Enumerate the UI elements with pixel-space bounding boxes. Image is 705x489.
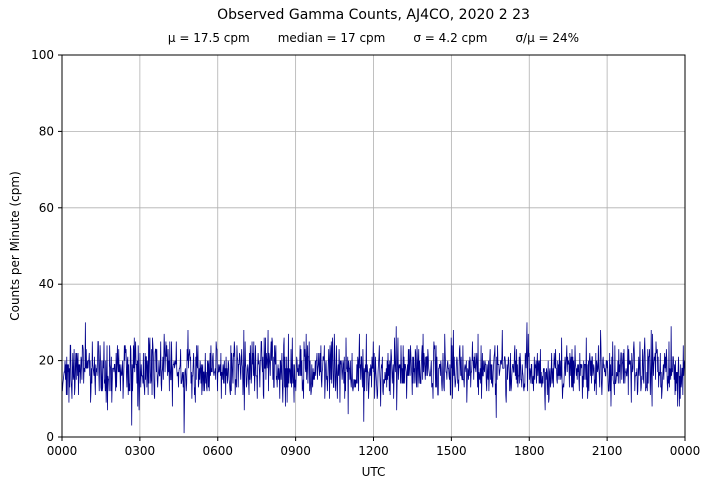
y-tick-label: 80 xyxy=(39,124,54,138)
y-tick-label: 60 xyxy=(39,201,54,215)
x-tick-label: 2100 xyxy=(592,444,623,458)
x-tick-label: 1200 xyxy=(358,444,389,458)
y-tick-label: 0 xyxy=(46,430,54,444)
y-axis-label: Counts per Minute (cpm) xyxy=(8,171,22,321)
x-tick-label: 0000 xyxy=(670,444,701,458)
x-tick-label: 0300 xyxy=(125,444,156,458)
stat-mean: μ = 17.5 cpm xyxy=(167,31,250,45)
chart-title: Observed Gamma Counts, AJ4CO, 2020 2 23 xyxy=(217,7,530,23)
chart-stats-line: μ = 17.5 cpm median = 17 cpm σ = 4.2 cpm… xyxy=(62,30,685,46)
stat-sigma: σ = 4.2 cpm xyxy=(413,31,488,45)
x-axis-label: UTC xyxy=(361,465,386,479)
stat-sigma-over-mean: σ/μ = 24% xyxy=(515,31,580,45)
y-tick-label: 40 xyxy=(39,277,54,291)
stat-median: median = 17 cpm xyxy=(277,31,386,45)
gamma-counts-series xyxy=(61,322,686,434)
x-tick-label: 1800 xyxy=(514,444,545,458)
x-tick-label: 1500 xyxy=(436,444,467,458)
x-tick-label: 0000 xyxy=(47,444,78,458)
x-tick-label: 0600 xyxy=(202,444,233,458)
y-tick-label: 20 xyxy=(39,354,54,368)
x-tick-label: 0900 xyxy=(280,444,311,458)
y-tick-label: 100 xyxy=(31,48,54,62)
